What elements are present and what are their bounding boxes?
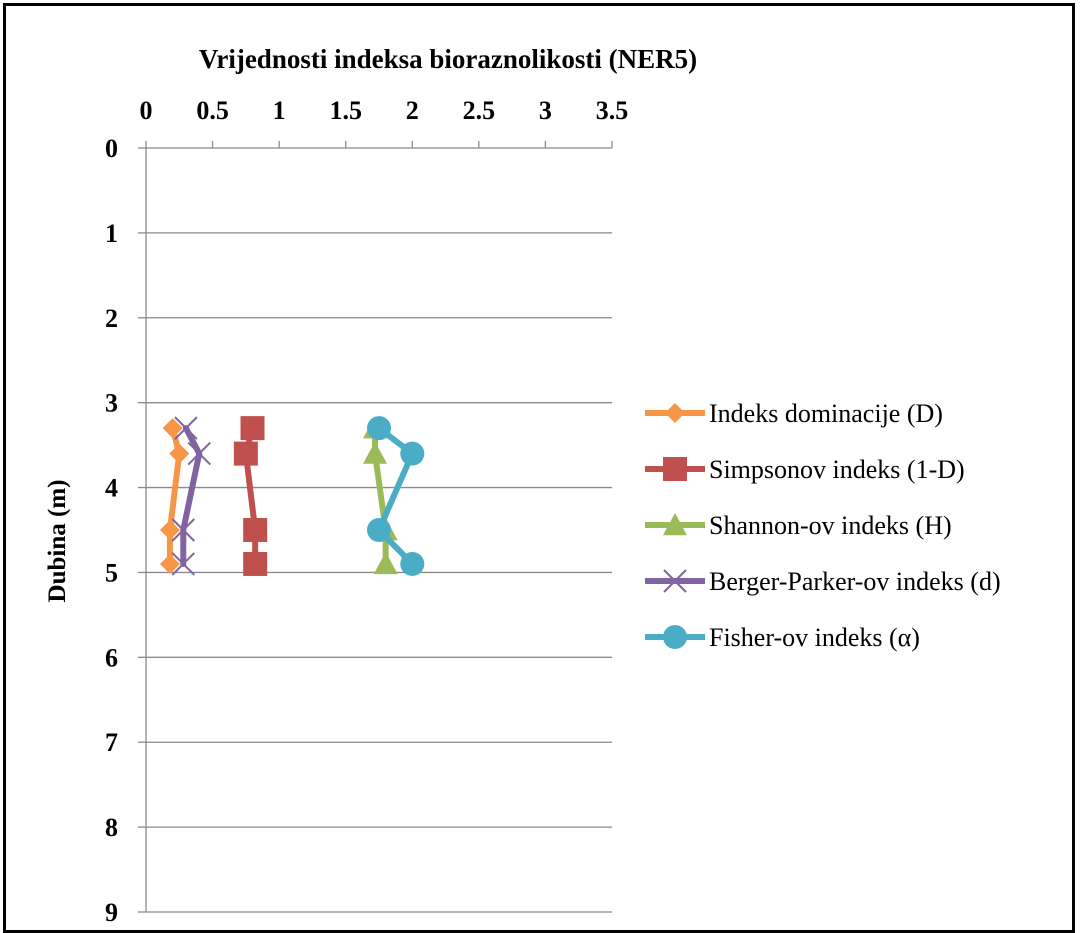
y-tick-label-6: 6 [105,643,118,672]
series-5-line [376,425,416,567]
series-2-point-1 [240,416,265,441]
y-tick-labels: 0 1 2 3 4 5 6 7 8 9 [105,134,118,926]
legend-swatch-marker-4-stroke-b [663,569,687,593]
series-1-point-3 [159,520,180,540]
y-tick-label-5: 5 [105,558,118,587]
series-1-point-2 [169,443,190,464]
series-2-line [242,425,259,567]
series-5-point-4 [400,551,425,576]
y-tick-label-1: 1 [105,219,118,248]
x-tick-labels: 0 0.5 1 1.5 2 2.5 3 3.5 [140,96,629,125]
series-5-point-2 [400,441,425,466]
series-2-point-4 [243,551,268,576]
series-4-point-1 [174,416,198,440]
series-layer [159,416,425,576]
y-tick-label-8: 8 [105,813,118,842]
series-3-line [372,425,389,567]
series-1-line [166,425,183,567]
series-2 [233,416,268,576]
legend-item-4: Berger-Parker-ov indeks (d) [645,567,1001,596]
x-tick-label-0: 0 [140,96,153,125]
series-4-line [180,425,203,567]
legend-label-4: Berger-Parker-ov indeks (d) [709,567,1001,596]
x-tick-label-3: 3 [539,96,552,125]
legend-item-3: Shannon-ov indeks (H) [645,511,952,540]
series-4-point-1-stroke-b [174,416,198,440]
grid [146,232,612,913]
series-5-point-3 [367,518,391,542]
series-1-point-4 [159,553,180,574]
legend-item-5: Fisher-ov indeks (α) [645,623,920,652]
series-3-point-4 [373,551,398,575]
series-4-point-4-stroke-b [171,552,195,576]
series-1-point-1 [162,418,183,439]
x-tick-label-3.5: 3.5 [596,96,629,125]
legend-swatch-marker-2 [663,457,687,481]
legend-swatch-marker-5 [663,625,687,649]
x-tick-label-2: 2 [406,96,419,125]
y-tick-label-2: 2 [105,304,118,333]
legend: Indeks dominacije (D) Simpsonov indeks (1… [645,399,1001,652]
y-tick-label-9: 9 [105,898,118,926]
y-tick-label-4: 4 [105,474,118,503]
legend-label-2: Simpsonov indeks (1-D) [709,455,965,484]
legend-swatch-marker-1 [665,403,685,423]
legend-item-1: Indeks dominacije (D) [645,399,943,428]
series-4-point-3 [171,518,195,542]
x-tick-label-2.5: 2.5 [463,96,496,125]
x-tick-label-1: 1 [273,96,286,125]
legend-swatch-marker-3 [663,513,687,536]
legend-label-5: Fisher-ov indeks (α) [709,623,920,652]
series-4-point-2 [187,441,211,466]
chart-frame [3,3,1075,933]
legend-label-3: Shannon-ov indeks (H) [709,511,952,540]
legend-swatch-marker-4 [663,569,687,593]
series-4-point-3-stroke-b [171,518,195,542]
x-tick-label-1.5: 1.5 [329,96,362,125]
x-tick-label-0.5: 0.5 [196,96,229,125]
y-tick-label-3: 3 [105,389,118,418]
series-1 [159,418,190,574]
series-5 [367,416,425,576]
axes [138,141,613,913]
legend-item-2: Simpsonov indeks (1-D) [645,455,965,484]
series-2-point-3 [243,518,268,542]
y-tick-label-0: 0 [105,134,118,163]
series-2-point-2 [233,441,258,466]
series-3-point-2 [363,441,388,464]
legend-label-1: Indeks dominacije (D) [709,399,943,428]
y-tick-label-7: 7 [105,728,118,757]
y-axis-label: Dubina (m) [44,480,71,603]
chart-title: Vrijednosti indeksa bioraznolikosti (NER… [199,44,697,74]
series-4-point-4 [171,552,195,576]
series-5-point-1 [367,416,391,441]
series-4-point-2-stroke-b [187,441,211,466]
series-4 [171,416,211,576]
